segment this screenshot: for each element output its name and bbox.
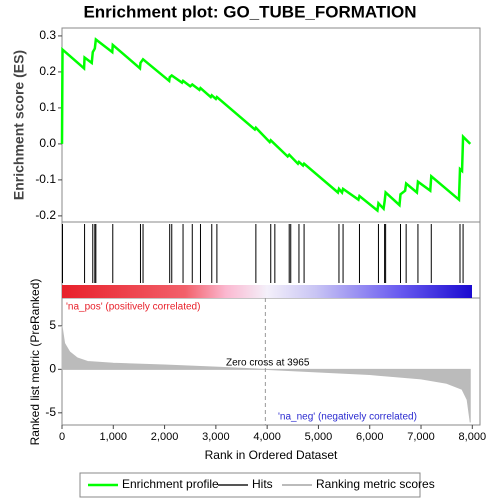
legend-label: Ranking metric scores [316,477,435,491]
metric-area [61,325,471,423]
y2-tick-label: 0 [49,362,56,376]
legend [79,472,421,498]
y2-tick-label: -5 [45,405,56,419]
pos-annotation: 'na_pos' (positively correlated) [66,302,200,313]
x-tick-label: 0 [59,431,65,443]
x-tick-label: 3,000 [202,431,230,443]
y-tick-label: 0.3 [39,28,56,42]
rank-color-bar [62,285,472,298]
x-tick-label: 1,000 [100,431,128,443]
x-tick-label: 6,000 [356,431,384,443]
x-tick-label: 4,000 [253,431,281,443]
x-axis-label: Rank in Ordered Dataset [205,448,338,462]
es-line [60,37,472,213]
y-tick-label: 0.0 [39,136,56,150]
y2-tick-label: 5 [49,318,56,332]
chart-title: Enrichment plot: GO_TUBE_FORMATION [83,2,416,21]
y-tick-label: -0.2 [35,208,56,222]
y2-axis-label: Ranked list metric (PreRanked) [28,279,42,446]
y-tick-label: 0.1 [39,100,56,114]
legend-label: Enrichment profile [122,477,219,491]
x-tick-label: 5,000 [305,431,333,443]
y-axis-label: Enrichment score (ES) [11,50,27,200]
x-tick-label: 2,000 [151,431,179,443]
neg-annotation: 'na_neg' (negatively correlated) [278,412,417,423]
zero-cross-annotation: Zero cross at 3965 [226,358,310,369]
x-tick-label: 8,000 [459,431,487,443]
legend-label: Hits [252,477,273,491]
y-tick-label: 0.2 [39,64,56,78]
x-tick-label: 7,000 [407,431,435,443]
y-tick-label: -0.1 [35,172,56,186]
